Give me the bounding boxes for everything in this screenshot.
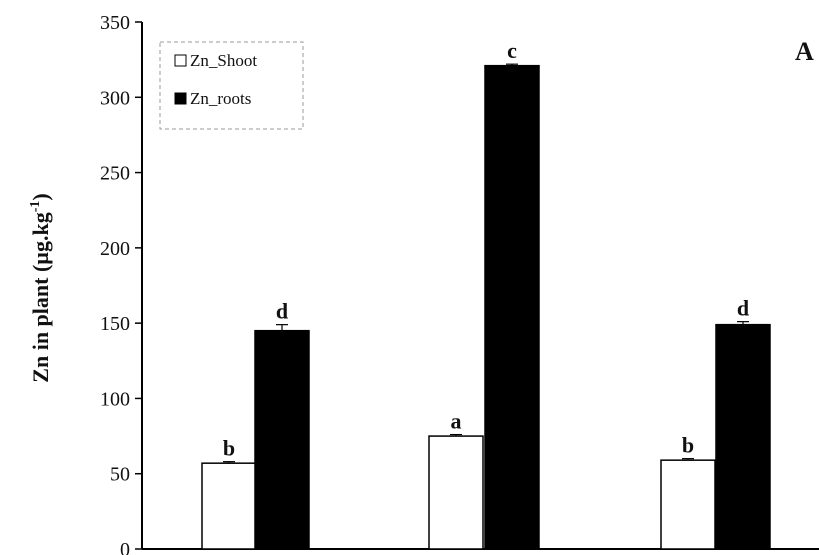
significance-letter: c [507,38,517,63]
bar-zn-shoot [201,462,257,550]
bar-zn-roots [254,329,310,550]
y-tick-label: 200 [100,238,130,260]
y-tick-label: 250 [100,163,130,185]
y-tick-label: 300 [100,87,130,109]
legend-label: Zn_Shoot [190,51,257,70]
legend-label: Zn_roots [190,89,251,108]
bar-zn-shoot [660,459,716,550]
significance-letter: a [451,409,462,434]
bar-zn-roots [484,64,540,550]
y-tick-label: 100 [100,388,130,410]
bar-zn-roots [715,323,771,550]
panel-label: A [795,37,814,66]
significance-letters: b a b d c d [223,38,749,461]
y-tick-label: 0 [120,539,130,555]
bars [201,63,771,550]
y-axis-title: Zn in plant (µg.kg-1) [28,193,53,382]
significance-letter: b [223,436,235,461]
significance-letter: d [737,296,749,321]
y-tick-label: 150 [100,313,130,335]
y-tick-label: 350 [100,12,130,34]
significance-letter: b [682,433,694,458]
bar-zn-shoot [428,435,484,550]
legend-swatch [174,92,187,105]
y-tick-label: 50 [110,464,130,486]
legend: Zn_Shoot Zn_roots [159,41,304,130]
legend-swatch [174,54,187,67]
significance-letter: d [276,299,288,324]
legend-box [159,41,304,130]
